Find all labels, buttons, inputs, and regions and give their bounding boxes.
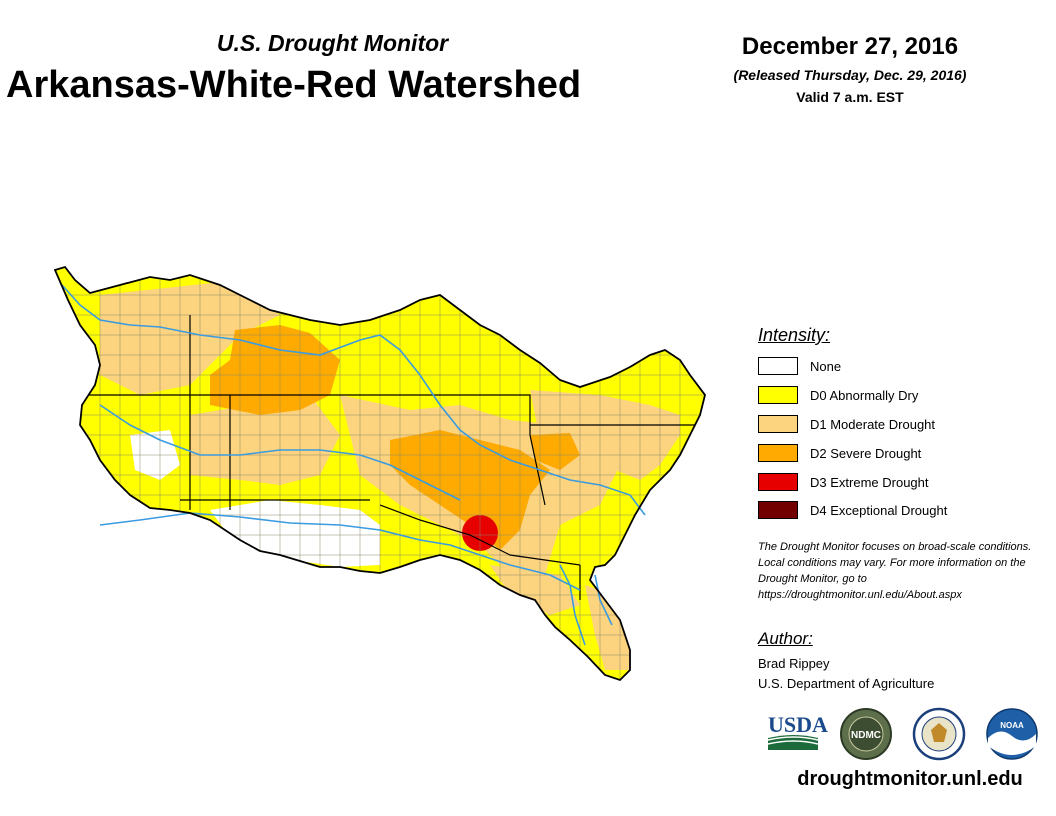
- legend-swatch: [758, 444, 798, 462]
- legend-label: D0 Abnormally Dry: [810, 387, 919, 403]
- d2-area-northeast: [530, 433, 580, 470]
- noaa-logo-text: NOAA: [1000, 721, 1024, 730]
- d1-area-texas: [490, 565, 580, 615]
- usda-logo-text: USDA: [768, 712, 828, 737]
- partner-logos: USDA NDMC NOAA: [767, 707, 1038, 761]
- release-date: (Released Thursday, Dec. 29, 2016): [733, 67, 967, 83]
- legend-label: D2 Severe Drought: [810, 445, 922, 461]
- legend-item-none: None: [758, 355, 841, 377]
- legend-swatch: [758, 501, 798, 519]
- legend-swatch: [758, 473, 798, 491]
- none-area-panhandle: [210, 500, 380, 567]
- drought-map: [53, 265, 706, 682]
- noaa-logo-icon: NOAA: [986, 708, 1038, 760]
- legend-item-d4: D4 Exceptional Drought: [758, 499, 947, 521]
- watershed-outline: [53, 265, 706, 682]
- ndmc-logo-text: NDMC: [851, 730, 881, 741]
- disclaimer-note: The Drought Monitor focuses on broad-sca…: [758, 541, 1032, 601]
- legend-item-d2: D2 Severe Drought: [758, 442, 921, 464]
- website-link[interactable]: droughtmonitor.unl.edu: [797, 768, 1023, 790]
- map-date: December 27, 2016: [741, 33, 959, 60]
- legend-label: D4 Exceptional Drought: [810, 502, 948, 518]
- legend-swatch: [758, 357, 798, 375]
- legend-swatch: [758, 415, 798, 433]
- valid-time: Valid 7 a.m. EST: [796, 89, 904, 105]
- legend-item-d1: D1 Moderate Drought: [758, 413, 935, 435]
- legend-label: D1 Moderate Drought: [810, 416, 936, 432]
- legend-item-d3: D3 Extreme Drought: [758, 471, 929, 493]
- legend-item-d0: D0 Abnormally Dry: [758, 384, 918, 406]
- legend-label: D3 Extreme Drought: [810, 474, 929, 490]
- legend-heading: Intensity:: [758, 325, 831, 345]
- usda-logo-icon: USDA: [767, 712, 828, 750]
- map-subtitle: U.S. Drought Monitor: [216, 30, 449, 56]
- author-name: Brad Rippey: [758, 656, 830, 671]
- author-heading: Author:: [758, 629, 813, 648]
- author-organization: U.S. Department of Agriculture: [758, 676, 935, 691]
- commerce-seal-icon: [912, 707, 966, 761]
- map-title: Arkansas-White-Red Watershed: [6, 64, 582, 106]
- legend-label: None: [810, 358, 842, 374]
- ndmc-logo-icon: NDMC: [840, 708, 892, 760]
- legend-swatch: [758, 386, 798, 404]
- d2-area-kansas: [210, 325, 340, 415]
